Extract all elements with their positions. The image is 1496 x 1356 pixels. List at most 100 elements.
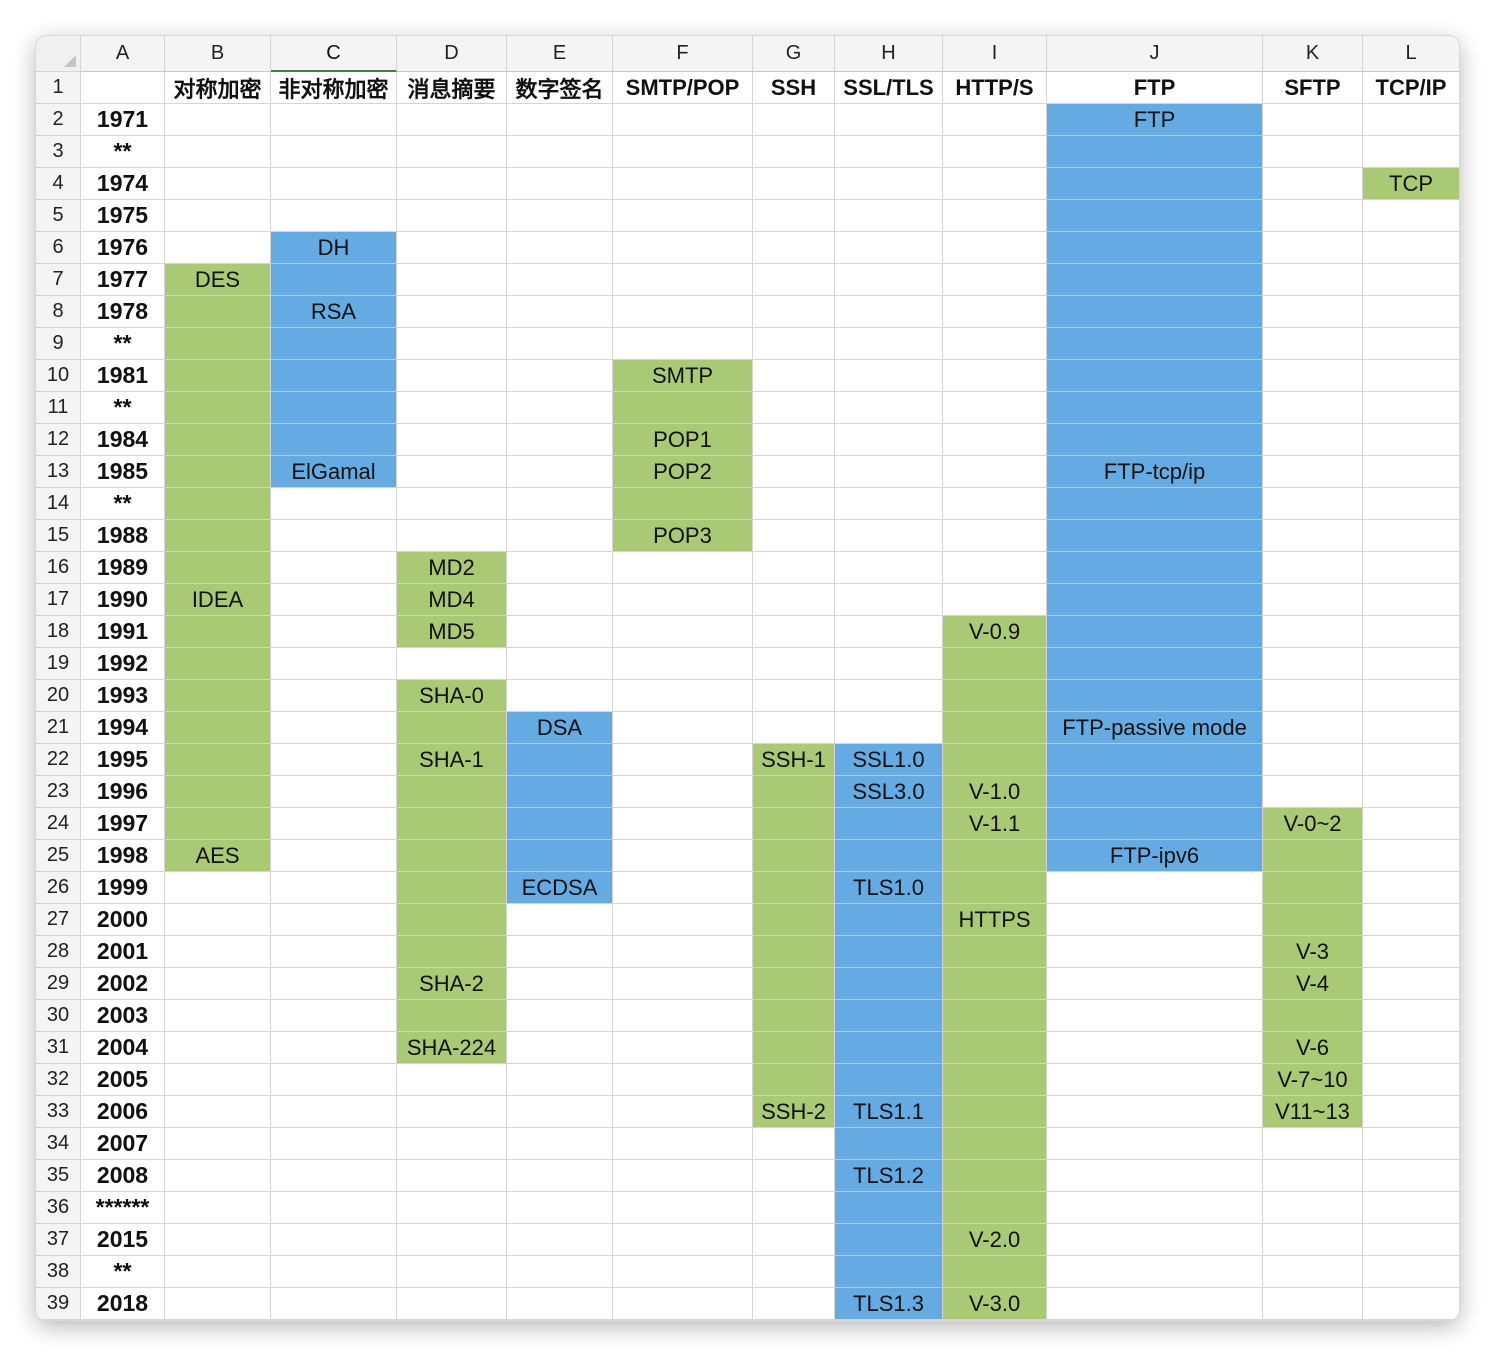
timeline-label-ssl1-0[interactable]: SSL1.0 (835, 744, 943, 776)
cell-j27[interactable] (1047, 904, 1263, 936)
timeline-cell-h30[interactable] (835, 1000, 943, 1032)
timeline-cell-h28[interactable] (835, 936, 943, 968)
cell-f31[interactable] (613, 1032, 753, 1064)
timeline-cell-j18[interactable] (1047, 616, 1263, 648)
cell-i4[interactable] (943, 168, 1047, 200)
cell-f18[interactable] (613, 616, 753, 648)
cell-l19[interactable] (1363, 648, 1459, 680)
cell-c20[interactable] (271, 680, 397, 712)
cell-l17[interactable] (1363, 584, 1459, 616)
cell-g3[interactable] (753, 136, 835, 168)
cell-c39[interactable] (271, 1288, 397, 1320)
cell-l21[interactable] (1363, 712, 1459, 744)
cell-g35[interactable] (753, 1160, 835, 1192)
cell-i7[interactable] (943, 264, 1047, 296)
cell-j33[interactable] (1047, 1096, 1263, 1128)
cell-l32[interactable] (1363, 1064, 1459, 1096)
column-header-k[interactable]: K (1263, 36, 1363, 72)
timeline-cell-g23[interactable] (753, 776, 835, 808)
year-cell[interactable]: 1985 (81, 456, 165, 488)
cell-l12[interactable] (1363, 424, 1459, 456)
column-header-b[interactable]: B (165, 36, 271, 72)
row-header-31[interactable]: 31 (36, 1032, 81, 1064)
timeline-label-v-1-1[interactable]: V-1.1 (943, 808, 1047, 840)
year-cell[interactable]: 1971 (81, 104, 165, 136)
cell-d15[interactable] (397, 520, 507, 552)
timeline-label-md4[interactable]: MD4 (397, 584, 507, 616)
timeline-cell-g27[interactable] (753, 904, 835, 936)
cell-l6[interactable] (1363, 232, 1459, 264)
cell-g20[interactable] (753, 680, 835, 712)
timeline-label-v11-13[interactable]: V11~13 (1263, 1096, 1363, 1128)
year-cell[interactable]: 1988 (81, 520, 165, 552)
cell-d10[interactable] (397, 360, 507, 392)
cell-h19[interactable] (835, 648, 943, 680)
timeline-cell-h24[interactable] (835, 808, 943, 840)
timeline-cell-d21[interactable] (397, 712, 507, 744)
year-cell[interactable]: 1995 (81, 744, 165, 776)
row-header-10[interactable]: 10 (36, 360, 81, 392)
spreadsheet-grid[interactable]: A B C D E F G H I J K L 1 2 3 4 5 6 7 8 9 10 11 12 13 14 15 16 17 18 1… (36, 36, 1459, 1320)
timeline-cell-e22[interactable] (507, 744, 613, 776)
cell-c22[interactable] (271, 744, 397, 776)
timeline-cell-i36[interactable] (943, 1192, 1047, 1224)
cell-k14[interactable] (1263, 488, 1363, 520)
cell-d6[interactable] (397, 232, 507, 264)
cell-h3[interactable] (835, 136, 943, 168)
cell-l31[interactable] (1363, 1032, 1459, 1064)
year-cell[interactable]: 1990 (81, 584, 165, 616)
timeline-label-tls1-2[interactable]: TLS1.2 (835, 1160, 943, 1192)
timeline-label-tls1-0[interactable]: TLS1.0 (835, 872, 943, 904)
cell-e11[interactable] (507, 392, 613, 424)
timeline-label-v-6[interactable]: V-6 (1263, 1032, 1363, 1064)
cell-l2[interactable] (1363, 104, 1459, 136)
cell-j28[interactable] (1047, 936, 1263, 968)
cell-k3[interactable] (1263, 136, 1363, 168)
year-cell[interactable]: 1975 (81, 200, 165, 232)
timeline-cell-g28[interactable] (753, 936, 835, 968)
timeline-label-sha-0[interactable]: SHA-0 (397, 680, 507, 712)
cell-g15[interactable] (753, 520, 835, 552)
cell-c18[interactable] (271, 616, 397, 648)
timeline-cell-j15[interactable] (1047, 520, 1263, 552)
cell-f26[interactable] (613, 872, 753, 904)
timeline-cell-j17[interactable] (1047, 584, 1263, 616)
timeline-cell-g24[interactable] (753, 808, 835, 840)
timeline-cell-i33[interactable] (943, 1096, 1047, 1128)
timeline-cell-g26[interactable] (753, 872, 835, 904)
row-header-32[interactable]: 32 (36, 1064, 81, 1096)
cell-c24[interactable] (271, 808, 397, 840)
cell-c4[interactable] (271, 168, 397, 200)
cell-j38[interactable] (1047, 1256, 1263, 1288)
timeline-cell-j8[interactable] (1047, 296, 1263, 328)
cell-b35[interactable] (165, 1160, 271, 1192)
cell-i16[interactable] (943, 552, 1047, 584)
cell-g38[interactable] (753, 1256, 835, 1288)
cell-d35[interactable] (397, 1160, 507, 1192)
timeline-cell-i20[interactable] (943, 680, 1047, 712)
timeline-cell-b15[interactable] (165, 520, 271, 552)
cell-g18[interactable] (753, 616, 835, 648)
category-header-d[interactable]: 消息摘要 (397, 72, 507, 104)
timeline-cell-j19[interactable] (1047, 648, 1263, 680)
cell-f8[interactable] (613, 296, 753, 328)
cell-l8[interactable] (1363, 296, 1459, 328)
row-header-5[interactable]: 5 (36, 200, 81, 232)
cell-i6[interactable] (943, 232, 1047, 264)
cell-k15[interactable] (1263, 520, 1363, 552)
row-header-35[interactable]: 35 (36, 1160, 81, 1192)
row-header-14[interactable]: 14 (36, 488, 81, 520)
cell-g4[interactable] (753, 168, 835, 200)
timeline-cell-i28[interactable] (943, 936, 1047, 968)
cell-c27[interactable] (271, 904, 397, 936)
year-cell[interactable]: 1996 (81, 776, 165, 808)
cell-l23[interactable] (1363, 776, 1459, 808)
year-cell[interactable]: 2006 (81, 1096, 165, 1128)
cell-e12[interactable] (507, 424, 613, 456)
cell-l39[interactable] (1363, 1288, 1459, 1320)
cell-g39[interactable] (753, 1288, 835, 1320)
cell-c17[interactable] (271, 584, 397, 616)
cell-f32[interactable] (613, 1064, 753, 1096)
timeline-cell-c12[interactable] (271, 424, 397, 456)
cell-l7[interactable] (1363, 264, 1459, 296)
